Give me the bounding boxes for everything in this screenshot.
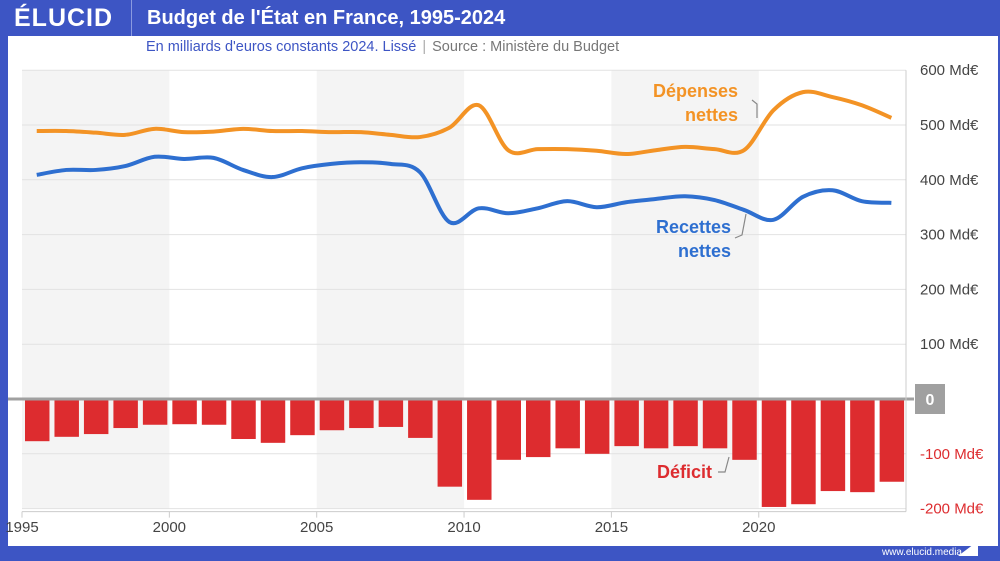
depenses-line [36,89,893,157]
recettes-label: Recettes [656,217,731,237]
y-tick-label: -200 Md€ [920,501,984,518]
recettes-line [36,154,892,226]
x-tick-label: 2000 [153,519,186,536]
depenses-label: Dépenses [653,81,738,101]
deficit-bar [643,399,669,449]
deficit-label: Déficit [657,462,712,482]
source: Source : Ministère du Budget [432,39,620,55]
deficit-bar [879,399,905,482]
deficit-bar [820,399,846,492]
zero-label-box [915,384,945,414]
label-leader [751,99,758,118]
header: ÉLUCID Budget de l'État en France, 1995-… [0,0,1000,36]
separator: | [422,39,427,55]
deficit-bar [850,399,875,493]
deficit-bar [791,399,816,505]
deficit-bar [54,399,79,437]
recettes-label: nettes [678,241,731,261]
deficit-bar [201,399,227,425]
deficit-bar [142,399,168,425]
deficit-bar [761,399,787,507]
divider [131,0,132,36]
deficit-bar [408,399,433,438]
logo: ÉLUCID [14,4,114,32]
y-tick-label: -100 Md€ [920,446,984,463]
deficit-bar [172,399,197,425]
deficit-bar [702,399,728,449]
deficit-bar [732,399,757,460]
deficit-bar [290,399,315,436]
deficit-bar [378,399,404,427]
chart-subtitle: En milliards d'euros constants 2024. Lis… [146,39,619,55]
deficit-bar [231,399,256,440]
y-tick-label: 400 Md€ [920,172,979,189]
deficit-bar [673,399,698,447]
chart-title: Budget de l'État en France, 1995-2024 [147,7,506,29]
deficit-bar [25,399,50,442]
y-tick-label: 300 Md€ [920,227,979,244]
deficit-bar [349,399,374,429]
deficit-bar [83,399,109,435]
deficit-bar [496,399,521,460]
deficit-bar [319,399,345,431]
deficit-bar [555,399,580,449]
y-tick-label: 0 [926,392,935,409]
deficit-bar [260,399,286,443]
deficit-bar [584,399,610,454]
x-tick-label: 2015 [595,519,628,536]
x-tick-label: 1995 [5,519,38,536]
y-tick-label: 600 Md€ [920,62,979,79]
depenses-label: nettes [685,105,738,125]
label-leader [734,213,747,239]
y-tick-label: 500 Md€ [920,117,979,134]
label-leader [718,456,730,473]
subtitle-text: En milliards d'euros constants 2024. Lis… [146,39,417,55]
footer-url: www.elucid.media [881,547,962,558]
x-tick-label: 2005 [300,519,333,536]
deficit-bar [113,399,138,429]
deficit-bar [614,399,639,447]
x-tick-label: 2020 [742,519,775,536]
y-tick-label: 100 Md€ [920,336,979,353]
x-tick-label: 2010 [447,519,480,536]
deficit-bar [525,399,551,458]
deficit-bar [437,399,463,487]
deficit-bar [467,399,492,500]
y-tick-label: 200 Md€ [920,281,979,298]
